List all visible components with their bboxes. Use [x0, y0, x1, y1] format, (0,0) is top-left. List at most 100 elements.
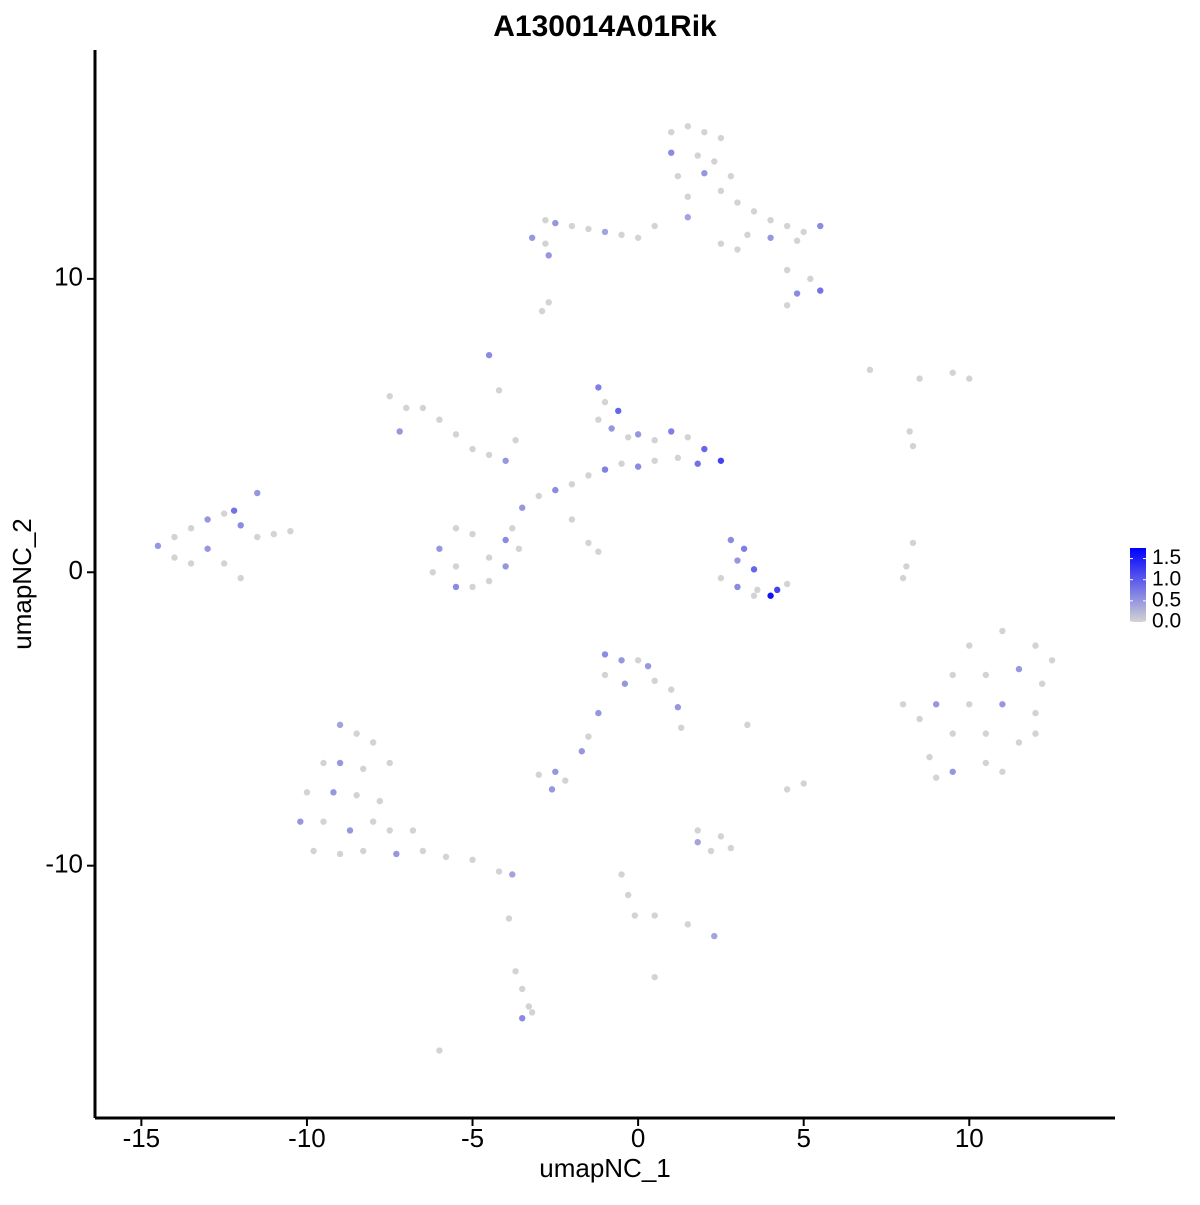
point	[171, 554, 178, 561]
point	[793, 290, 801, 297]
point	[800, 780, 807, 787]
point	[949, 369, 956, 376]
point	[535, 492, 542, 500]
point	[353, 730, 360, 737]
point	[403, 404, 410, 412]
point	[734, 557, 741, 564]
point	[684, 214, 691, 221]
point	[552, 768, 559, 775]
point	[651, 677, 658, 685]
point	[774, 586, 781, 594]
point	[369, 818, 377, 825]
point	[711, 932, 718, 940]
point	[386, 759, 393, 767]
point	[674, 704, 682, 711]
point	[618, 231, 625, 239]
point	[568, 516, 576, 523]
point	[615, 407, 622, 415]
point	[767, 592, 774, 599]
point	[634, 657, 642, 664]
point	[694, 460, 701, 467]
point	[618, 460, 625, 467]
point	[562, 777, 569, 784]
point	[621, 680, 629, 687]
point	[750, 208, 758, 215]
point	[585, 539, 592, 547]
point	[310, 847, 317, 855]
point	[386, 393, 393, 400]
colorbar-label: 1.5	[1152, 546, 1181, 569]
point	[999, 701, 1006, 708]
point	[750, 566, 758, 573]
point	[502, 536, 509, 544]
x-tick-label: -10	[288, 1123, 326, 1153]
point	[297, 818, 304, 825]
point	[701, 170, 708, 177]
point	[542, 240, 549, 247]
point	[783, 580, 791, 588]
point	[999, 768, 1006, 775]
point	[717, 187, 725, 195]
point	[744, 231, 751, 239]
colorbar-label: 0.5	[1152, 588, 1181, 611]
point	[254, 533, 261, 541]
point	[711, 158, 718, 165]
point	[512, 968, 519, 975]
point	[982, 671, 990, 679]
point	[320, 818, 327, 825]
point	[502, 563, 509, 570]
point	[336, 850, 344, 858]
point	[899, 701, 907, 708]
point	[509, 525, 516, 532]
point	[783, 302, 791, 309]
point	[515, 545, 523, 552]
point	[409, 827, 417, 834]
point	[800, 228, 807, 236]
point	[684, 193, 691, 200]
point	[330, 789, 337, 796]
point	[336, 721, 344, 729]
point	[393, 850, 400, 858]
point	[495, 387, 503, 394]
point	[585, 225, 592, 233]
y-axis-label: umapNC_2	[7, 518, 37, 650]
point	[452, 563, 460, 570]
point	[631, 912, 639, 919]
point	[360, 847, 367, 855]
point	[634, 234, 642, 241]
point	[585, 733, 592, 740]
point	[932, 774, 940, 781]
point	[220, 560, 228, 567]
point	[360, 765, 367, 773]
point	[1032, 642, 1039, 649]
point	[701, 445, 708, 453]
point	[270, 530, 278, 538]
point	[909, 539, 917, 547]
point	[469, 445, 476, 453]
point	[436, 1047, 443, 1054]
point	[386, 827, 393, 834]
point	[727, 536, 735, 544]
point	[1038, 680, 1046, 687]
point	[436, 416, 443, 423]
point	[734, 199, 741, 206]
point	[982, 730, 990, 737]
x-tick-label: -15	[123, 1123, 161, 1153]
point	[595, 548, 602, 555]
point	[634, 431, 642, 438]
point	[320, 759, 327, 767]
point	[601, 228, 609, 236]
point	[538, 307, 546, 315]
point	[303, 789, 311, 796]
point	[674, 172, 682, 180]
point	[767, 216, 774, 224]
point	[634, 463, 642, 470]
point	[966, 375, 973, 382]
point	[677, 724, 685, 731]
y-tick-label: -10	[45, 849, 83, 879]
point	[469, 530, 476, 538]
x-axis-label: umapNC_1	[539, 1153, 671, 1183]
point	[346, 827, 354, 834]
point	[353, 792, 360, 799]
